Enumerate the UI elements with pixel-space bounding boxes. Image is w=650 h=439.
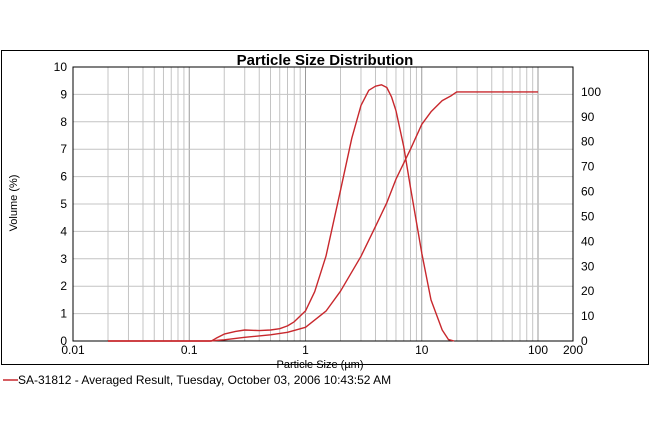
y2-tick-label: 80 — [581, 135, 595, 149]
y-tick-label: 1 — [60, 307, 67, 321]
series-layer — [108, 84, 538, 342]
x-tick-label: 10 — [415, 343, 429, 357]
x-axis-label: Particle Size (µm) — [276, 359, 363, 371]
y-tick-label: 2 — [60, 279, 67, 293]
y-tick-label: 8 — [60, 115, 67, 129]
y2-tick-label: 70 — [581, 160, 595, 174]
y-tick-label: 6 — [60, 170, 67, 184]
y2-tick-label: 60 — [581, 185, 595, 199]
legend-entry: SA-31812 - Averaged Result, Tuesday, Oct… — [18, 373, 391, 387]
chart-title: Particle Size Distribution — [237, 52, 414, 69]
x-tick-label: 1 — [302, 343, 309, 357]
y-tick-label: 10 — [54, 60, 68, 74]
x-tick-label: 100 — [528, 343, 548, 357]
y2-tick-label: 40 — [581, 234, 595, 248]
legend: SA-31812 - Averaged Result, Tuesday, Oct… — [3, 373, 391, 387]
y2-tick-label: 100 — [581, 85, 601, 99]
outer-frame — [1, 50, 649, 365]
x-tick-label: 0.01 — [61, 343, 85, 357]
y2-tick-label: 0 — [581, 334, 588, 348]
y-tick-label: 7 — [60, 142, 67, 156]
y2-tick-label: 10 — [581, 309, 595, 323]
y2-tick-label: 90 — [581, 110, 595, 124]
y-tick-label: 4 — [60, 224, 67, 238]
x-tick-label: 0.1 — [181, 343, 198, 357]
y-tick-label: 0 — [60, 334, 67, 348]
series-line-cumulative — [108, 91, 538, 342]
y-tick-label: 9 — [60, 87, 67, 101]
plot-frame — [72, 66, 574, 342]
y-tick-label: 3 — [60, 252, 67, 266]
y2-tick-label: 30 — [581, 259, 595, 273]
y-axis-label: Volume (%) — [8, 175, 20, 232]
y2-tick-label: 20 — [581, 284, 595, 298]
series-line-volume — [108, 84, 455, 342]
y2-tick-label: 50 — [581, 209, 595, 223]
x-tick-label: 200 — [563, 343, 583, 357]
y-tick-label: 5 — [60, 197, 67, 211]
